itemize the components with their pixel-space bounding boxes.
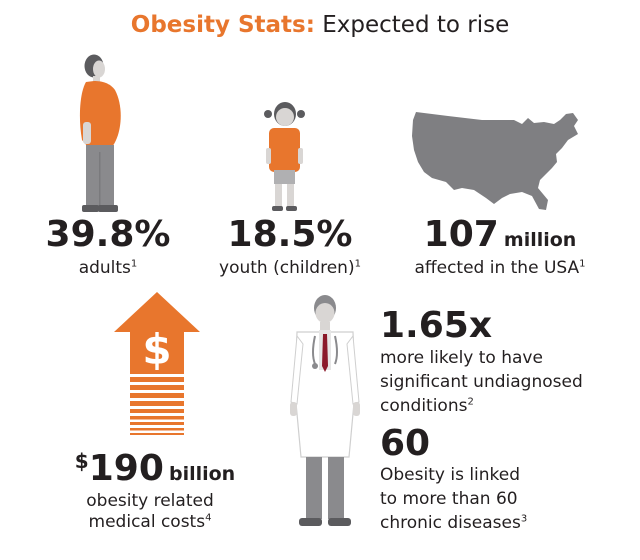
adults-stat-label: adults1 [78,258,138,278]
dollar-arrow-icon: $ [114,292,200,435]
undiagnosed-stat-line3: conditions2 [380,396,474,416]
page-title: Obesity Stats: Expected to rise [0,12,640,38]
diseases-stat-line3: chronic diseases3 [380,513,528,533]
undiagnosed-stat-line2: significant undiagnosed [380,372,583,392]
costs-stat-label-line2: medical costs4 [88,512,212,532]
diseases-stat-value: 60 [380,423,431,464]
doctor-figure-icon [290,295,360,526]
costs-stat-value: $190 billion [74,448,236,489]
diseases-stat-line1: Obesity is linked [380,465,521,485]
usa-stat-value: 107 million [423,214,577,255]
youth-stat-label: youth (children)1 [219,258,361,278]
title-subtitle: Expected to rise [322,12,510,38]
youth-stat-value: 18.5% [227,214,353,255]
adult-figure-icon [79,54,121,212]
usa-map-icon [412,112,578,210]
title-accent: Obesity Stats: [130,12,315,38]
undiagnosed-stat-line1: more likely to have [380,348,543,368]
undiagnosed-stat-value: 1.65x [380,305,493,346]
adults-stat-value: 39.8% [45,214,171,255]
svg-text:$: $ [142,325,171,374]
child-figure-icon [264,102,305,211]
diseases-stat-line2: to more than 60 [380,489,518,509]
costs-stat-label-line1: obesity related [86,491,214,511]
usa-stat-label: affected in the USA1 [414,258,586,278]
